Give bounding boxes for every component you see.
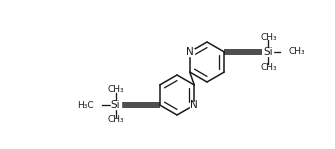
Text: Si: Si — [264, 47, 273, 57]
Text: N: N — [186, 47, 194, 57]
Polygon shape — [263, 48, 273, 56]
Text: Si: Si — [111, 100, 121, 110]
Text: CH₃: CH₃ — [107, 115, 124, 125]
Text: H₃C: H₃C — [77, 100, 94, 110]
Text: CH₃: CH₃ — [107, 86, 124, 94]
Text: CH₃: CH₃ — [260, 62, 277, 72]
Polygon shape — [185, 49, 194, 55]
Text: CH₃: CH₃ — [260, 32, 277, 42]
Text: N: N — [190, 100, 198, 110]
Polygon shape — [111, 101, 121, 109]
Polygon shape — [190, 101, 199, 108]
Text: CH₃: CH₃ — [288, 48, 305, 56]
